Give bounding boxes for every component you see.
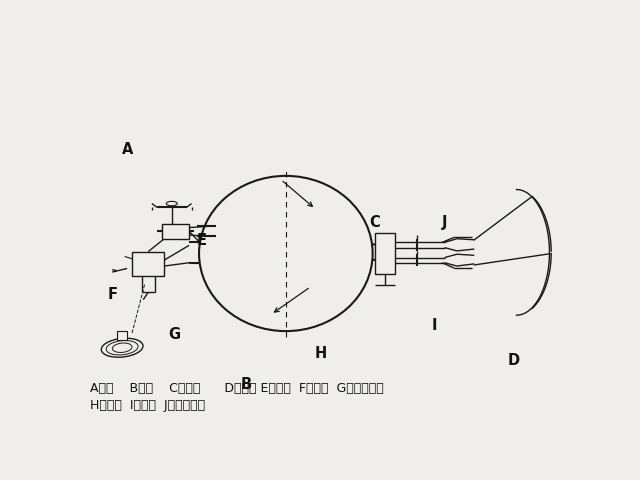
Text: D: D	[508, 353, 520, 368]
Bar	[132, 252, 164, 276]
Text: H进气阀  I储氧阀  J储气安全阀: H进气阀 I储氧阀 J储气安全阀	[90, 399, 205, 412]
Text: E: E	[196, 233, 207, 248]
Text: C: C	[370, 215, 381, 229]
Text: H: H	[314, 346, 326, 361]
Text: A: A	[122, 143, 133, 157]
Text: F: F	[108, 287, 117, 301]
Bar	[162, 224, 189, 239]
Bar	[375, 233, 395, 274]
Text: B: B	[241, 377, 252, 392]
Text: A面罩    B球囊    C吸氧管      D储氧袋 E鸭嘴阀  F呼气阀  G压力安全阀: A面罩 B球囊 C吸氧管 D储氧袋 E鸭嘴阀 F呼气阀 G压力安全阀	[90, 382, 383, 395]
Text: G: G	[168, 327, 180, 342]
Bar	[117, 331, 127, 340]
Text: J: J	[442, 215, 447, 229]
Text: I: I	[432, 318, 437, 333]
